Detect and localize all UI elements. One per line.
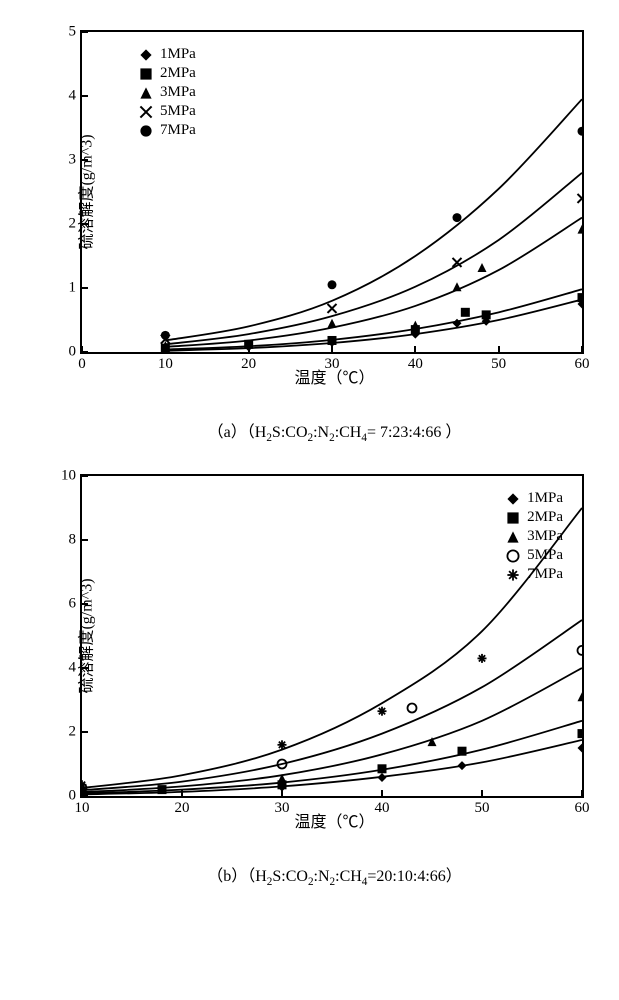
legend-marker-icon (136, 123, 156, 139)
x-tick-label: 60 (575, 356, 590, 373)
y-tick-label: 4 (69, 88, 77, 105)
legend-label: 1MPa (160, 46, 196, 63)
chart-a-container: 硫溶解度(g/m^3) 01234501020304050601MPa2MPa3… (10, 30, 609, 444)
y-tick-label: 0 (69, 344, 77, 361)
y-tick-label: 4 (69, 660, 77, 677)
legend-item: 1MPa (503, 490, 563, 507)
legend-marker-icon (503, 510, 523, 526)
legend-item: 5MPa (136, 103, 196, 120)
legend-item: 7MPa (136, 122, 196, 139)
x-tick-label: 40 (375, 800, 390, 817)
x-tick-label: 40 (408, 356, 423, 373)
legend-item: 7MPa (503, 566, 563, 583)
legend-label: 1MPa (527, 490, 563, 507)
x-tick-label: 20 (175, 800, 190, 817)
chart-b-caption: （b）（H2S:CO2:N2:CH4=20:10:4:66） (80, 862, 589, 888)
x-tick-label: 10 (75, 800, 90, 817)
legend-marker-icon (503, 548, 523, 564)
x-tick-label: 60 (575, 800, 590, 817)
y-tick-label: 2 (69, 724, 77, 741)
x-tick-label: 30 (325, 356, 340, 373)
x-tick-label: 30 (275, 800, 290, 817)
legend-label: 7MPa (527, 566, 563, 583)
curve (82, 740, 582, 794)
y-tick-label: 8 (69, 532, 77, 549)
chart-b-plot: 硫溶解度(g/m^3) 0246810102030405060 1MPa2MPa… (80, 474, 584, 798)
y-tick-label: 2 (69, 216, 77, 233)
legend-label: 3MPa (160, 84, 196, 101)
y-tick-label: 1 (69, 280, 77, 297)
legend-marker-icon (136, 85, 156, 101)
x-tick-label: 50 (475, 800, 490, 817)
curve (82, 620, 582, 790)
chart-a-plot: 硫溶解度(g/m^3) 01234501020304050601MPa2MPa3… (80, 30, 584, 354)
chart-a-ratio: 7:23:4:66 (380, 424, 441, 441)
y-tick-label: 3 (69, 152, 77, 169)
legend-item: 2MPa (136, 65, 196, 82)
legend-marker-icon (503, 491, 523, 507)
legend-label: 5MPa (160, 103, 196, 120)
legend-item: 3MPa (136, 84, 196, 101)
legend-label: 2MPa (527, 509, 563, 526)
y-tick-label: 10 (61, 468, 76, 485)
legend: 1MPa 2MPa 3MPa 5MPa 7MPa (132, 40, 200, 145)
legend-item: 5MPa (503, 547, 563, 564)
chart-b-container: 硫溶解度(g/m^3) 0246810102030405060 1MPa2MPa… (10, 474, 609, 888)
chart-b-ratio: 20:10:4:66 (376, 868, 445, 885)
x-tick-label: 0 (78, 356, 86, 373)
x-tick-label: 50 (491, 356, 506, 373)
chart-b-xlabel: 温度（℃） (80, 808, 589, 832)
legend-item: 1MPa (136, 46, 196, 63)
curve (165, 218, 582, 347)
curve (165, 289, 582, 349)
legend-label: 7MPa (160, 122, 196, 139)
legend-marker-icon (503, 529, 523, 545)
x-tick-label: 20 (241, 356, 256, 373)
legend-marker-icon (503, 567, 523, 583)
x-tick-label: 10 (158, 356, 173, 373)
legend-label: 3MPa (527, 528, 563, 545)
legend-label: 2MPa (160, 65, 196, 82)
legend-marker-icon (136, 104, 156, 120)
legend-marker-icon (136, 47, 156, 63)
legend-marker-icon (136, 66, 156, 82)
legend: 1MPa 2MPa 3MPa 5MPa 7MPa (499, 484, 567, 589)
y-tick-label: 6 (69, 596, 77, 613)
legend-item: 2MPa (503, 509, 563, 526)
legend-label: 5MPa (527, 547, 563, 564)
y-tick-label: 5 (69, 24, 77, 41)
legend-item: 3MPa (503, 528, 563, 545)
curve (165, 99, 582, 340)
chart-a-caption: （a）（H2S:CO2:N2:CH4= 7:23:4:66 ） (80, 418, 589, 444)
